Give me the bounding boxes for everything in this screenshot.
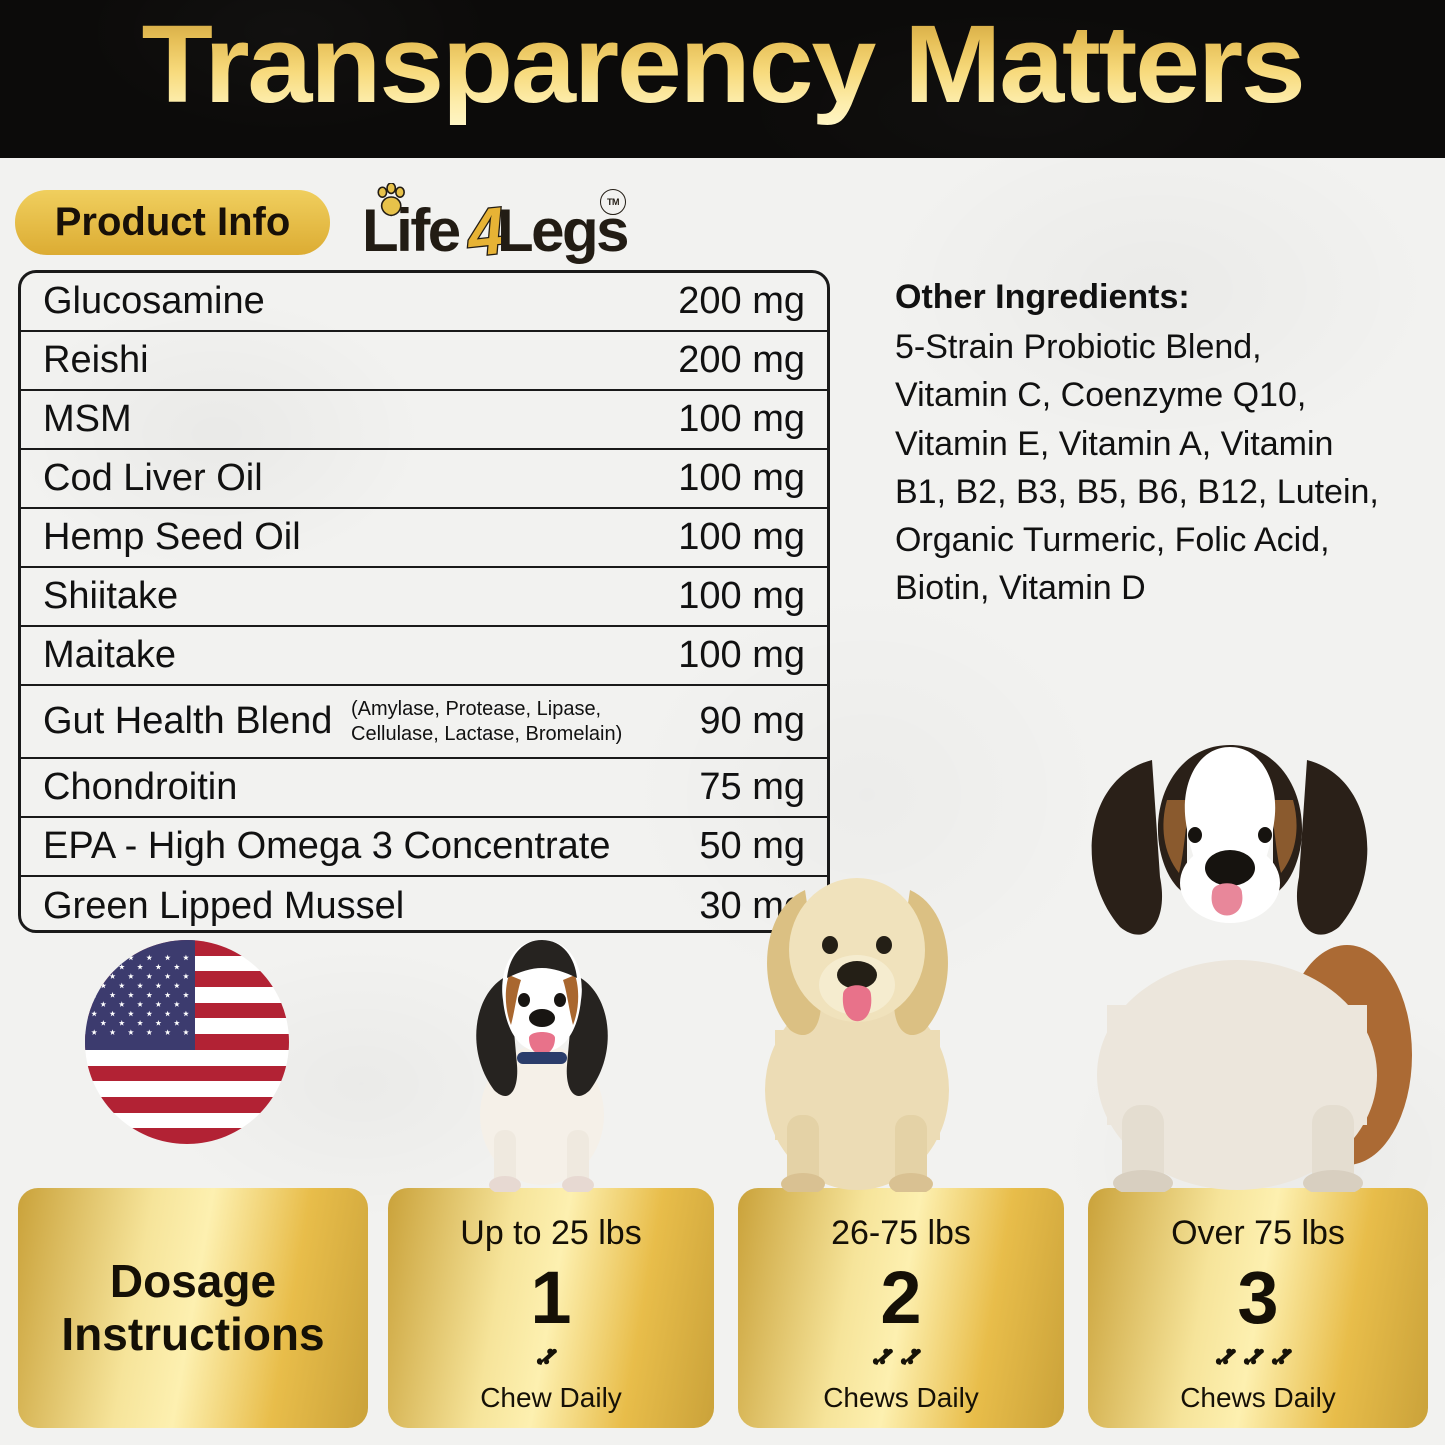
svg-text:Life: Life: [362, 197, 460, 264]
